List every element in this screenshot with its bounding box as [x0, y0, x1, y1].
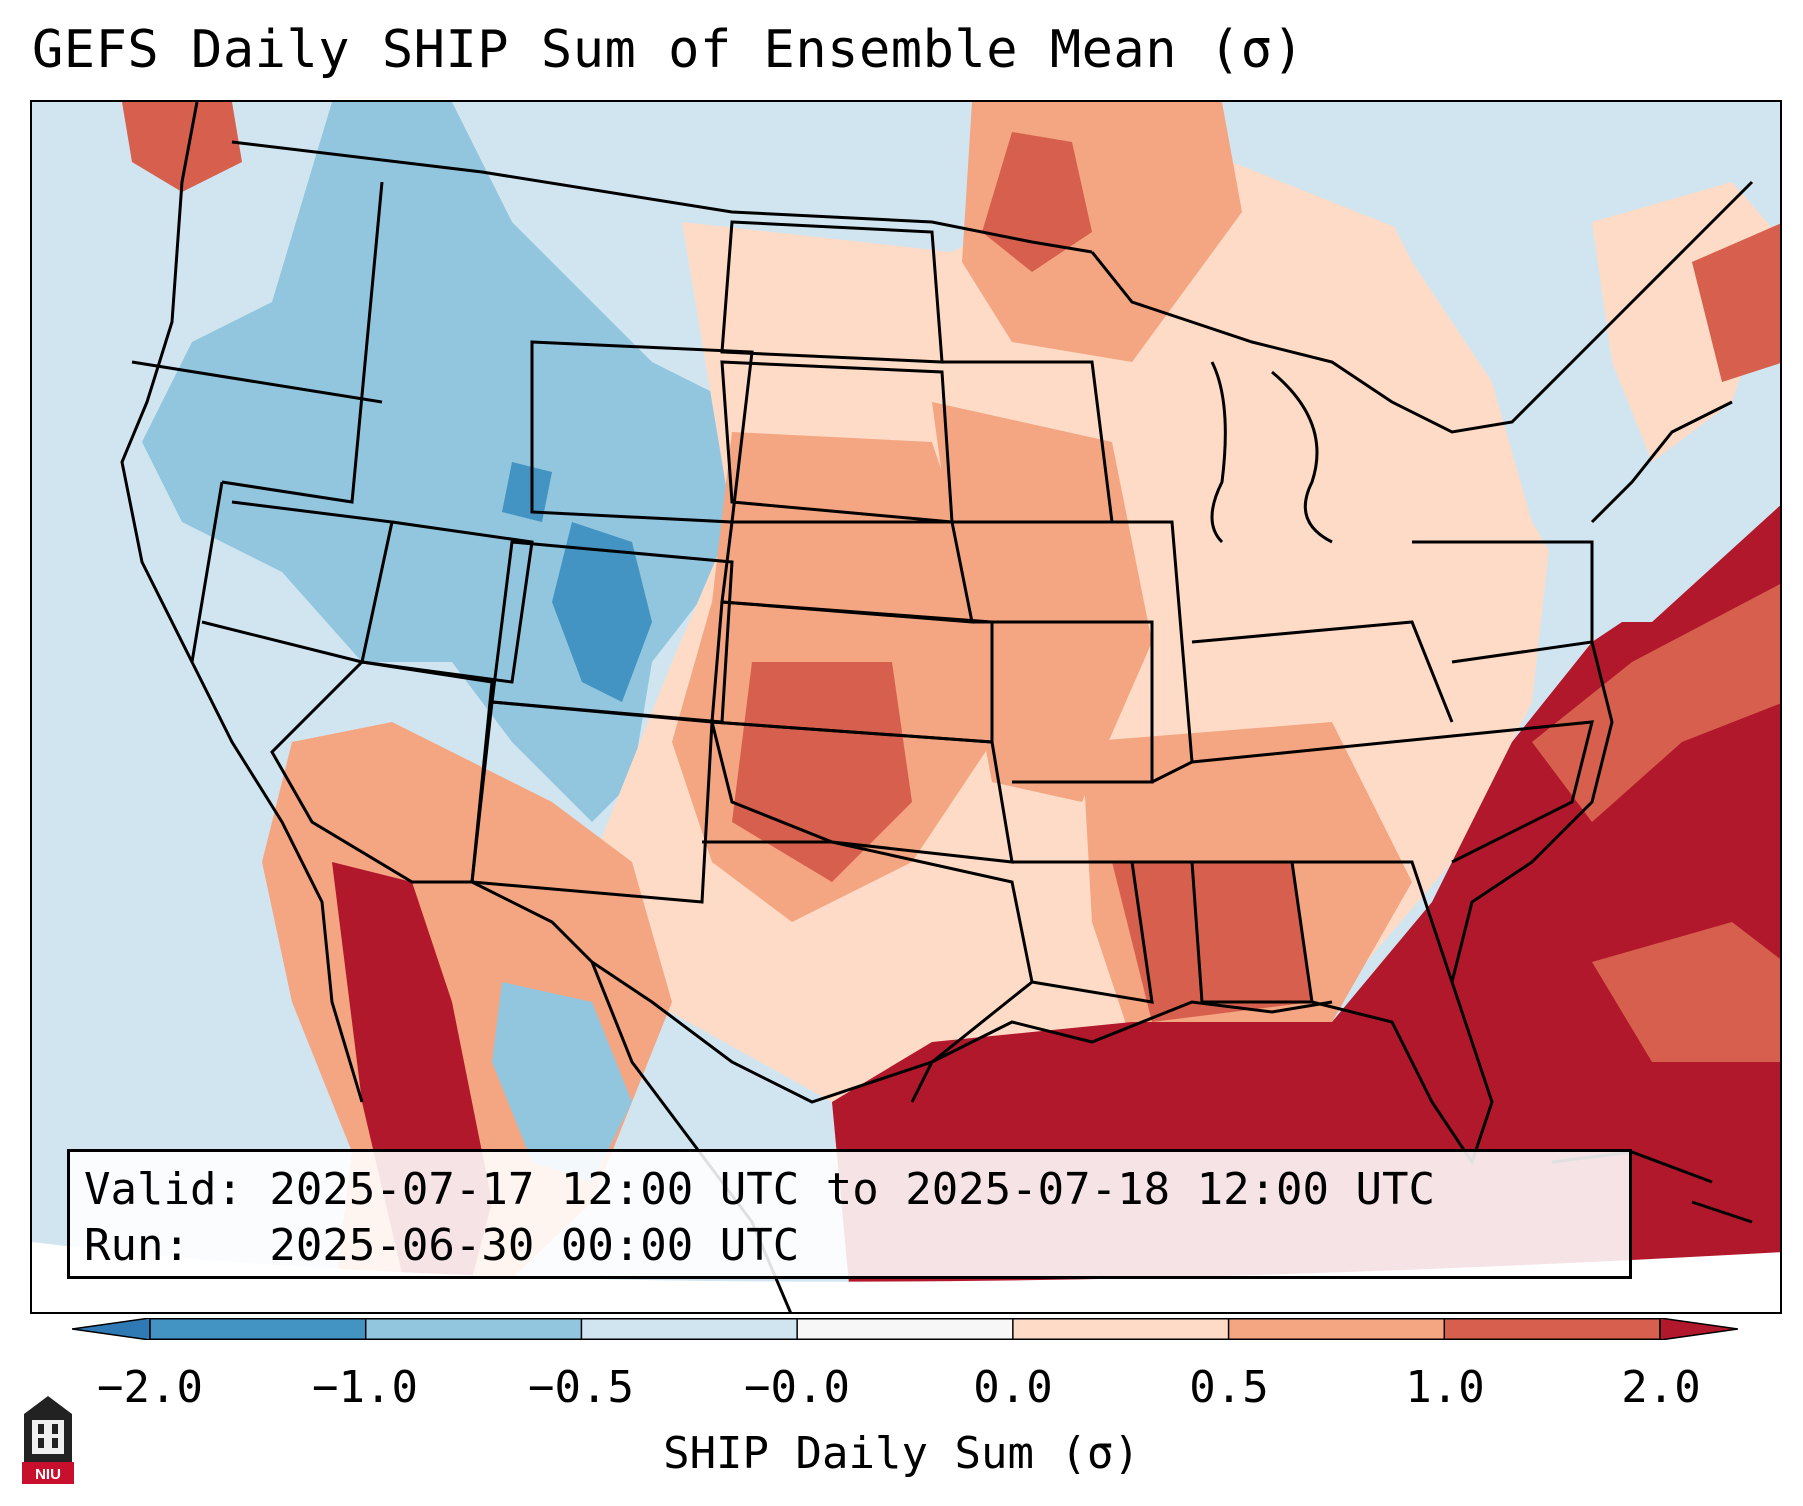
field-pos-midwest: [932, 402, 1152, 802]
coastline-lake-huron: [1271, 370, 1333, 544]
field-strong-neg-wyoming: [502, 462, 552, 522]
border-mn-ia: [942, 360, 1114, 524]
border-nv: [201, 500, 394, 664]
border-az: [270, 660, 494, 884]
valid-run-info-box: Valid: 2025-07-17 12:00 UTC to 2025-07-1…: [67, 1149, 1632, 1279]
border-il: [1112, 520, 1194, 784]
colorbar-tick-label: −2.0: [97, 1362, 203, 1413]
coastline-atlantic: [1450, 641, 1614, 983]
colorbar-segment: [581, 1318, 798, 1340]
border-ga-fl: [1292, 860, 1494, 1166]
field-pos-deep-south: [1112, 862, 1312, 1022]
field-pos-atlantic-edge: [1532, 584, 1780, 822]
field-strong-neg-colorado: [552, 522, 652, 702]
border-ar-la: [1012, 860, 1154, 1004]
border-canada-west: [231, 140, 1093, 254]
colorbar-tick-label: −0.5: [528, 1362, 634, 1413]
border-mo: [972, 620, 1154, 784]
border-ut: [361, 520, 534, 684]
colorbar-segment: [1228, 1318, 1445, 1340]
colorbar-tick-label: 1.0: [1405, 1362, 1485, 1413]
colorbar-tick-label: 2.0: [1621, 1362, 1701, 1413]
coastline-hispaniola: [1691, 1200, 1753, 1224]
colorbar-label: SHIP Daily Sum (σ): [663, 1428, 1140, 1479]
colorbar-extend-below: [72, 1318, 151, 1340]
colorbar-segment: [150, 1318, 367, 1340]
coastline-gulf: [910, 1000, 1333, 1103]
colorbar-segment: [365, 1318, 582, 1340]
field-pos-nova-scotia: [1692, 223, 1780, 382]
coastline-new-england: [1590, 400, 1733, 524]
logo-red-banner: [22, 1462, 74, 1484]
border-id: [221, 181, 384, 504]
map-panel: [30, 100, 1782, 1314]
political-boundaries: [120, 102, 1754, 1312]
logo-window-block: [32, 1420, 64, 1454]
field-strong-pos-atlantic-gulf: [832, 505, 1780, 1312]
run-time-text: Run: 2025-06-30 00:00 UTC: [84, 1220, 800, 1271]
map-title: GEFS Daily SHIP Sum of Ensemble Mean (σ): [32, 20, 1305, 80]
border-wa-or: [131, 360, 383, 404]
border-ok: [710, 720, 1014, 864]
colorbar-tick-label: 0.5: [1189, 1362, 1269, 1413]
field-pos-texas-panhandle: [732, 662, 912, 882]
niu-logo: NIU: [22, 1396, 74, 1484]
field-pos-puget: [122, 102, 242, 192]
projection-edge: [32, 1242, 1780, 1312]
logo-text: NIU: [35, 1466, 61, 1483]
colorbar-tick-label: −1.0: [312, 1362, 418, 1413]
border-or-ca: [190, 481, 224, 663]
shaded-field-map: [32, 102, 1780, 1312]
colorbar-segment: [1012, 1318, 1230, 1340]
border-ky-wv: [1191, 620, 1454, 723]
coastline-pacific: [120, 102, 364, 1103]
coastline-lake-michigan: [1210, 361, 1227, 544]
colorbar-tick-label: 0.0: [973, 1362, 1053, 1413]
valid-time-text: Valid: 2025-07-17 12:00 UTC to 2025-07-1…: [84, 1164, 1436, 1215]
border-tx: [471, 840, 1034, 1104]
colorbar-tick-label: −0.0: [744, 1362, 850, 1413]
border-canada-east: [1090, 180, 1754, 434]
colorbar-extend-above: [1659, 1318, 1738, 1340]
border-al: [1192, 860, 1314, 1004]
border-pa: [1412, 540, 1594, 664]
colorbar: [72, 1318, 1738, 1340]
colorbar-segment: [1444, 1318, 1661, 1340]
field-pos-sargasso: [1592, 922, 1780, 1062]
colorbar-segment: [797, 1318, 1014, 1340]
border-tn-nc: [1191, 720, 1594, 864]
colorbar-outline: [149, 1318, 1661, 1340]
field-neg-sierra-madre: [492, 982, 632, 1182]
